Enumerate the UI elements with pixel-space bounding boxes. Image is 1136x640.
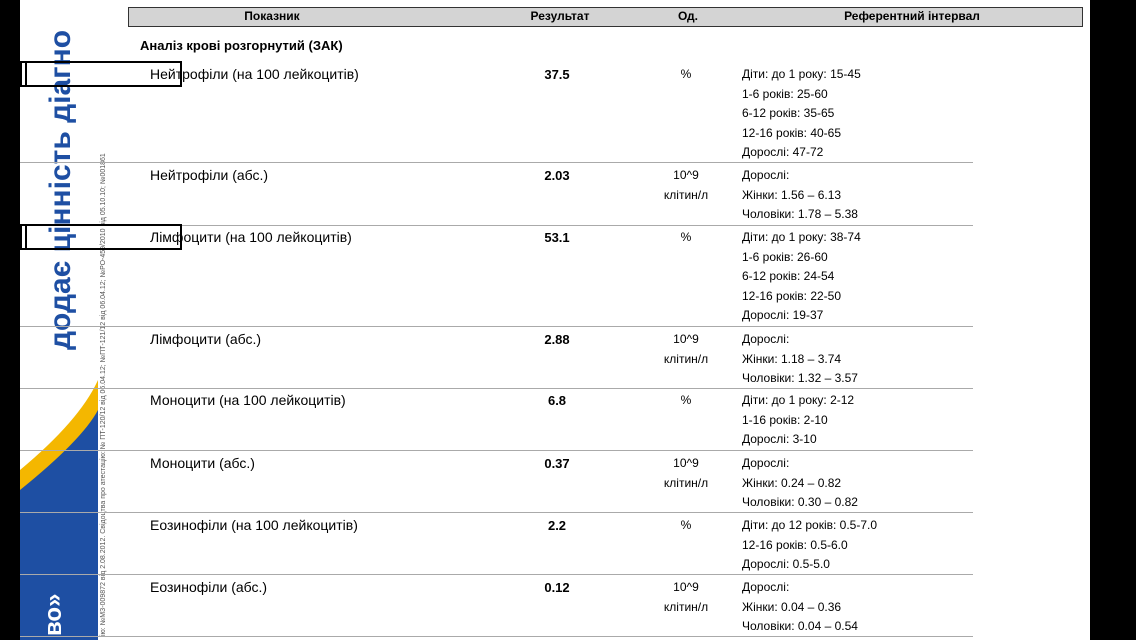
- unit: %: [680, 230, 692, 244]
- row-separator: [20, 388, 973, 389]
- reference-line: Дорослі: 3-10: [742, 432, 817, 446]
- reference-line: Дорослі:: [742, 456, 790, 470]
- reference-line: Чоловіки: 1.32 – 3.57: [742, 371, 858, 385]
- unit: %: [680, 393, 692, 407]
- reference-line: Чоловіки: 0.30 – 0.82: [742, 495, 858, 509]
- reference-line: 1-16 років: 2-10: [742, 412, 828, 427]
- header-cell: Результат: [530, 9, 590, 23]
- parameter-name: Моноцити (абс.): [150, 455, 255, 471]
- reference-line: Дорослі:: [742, 332, 790, 346]
- unit: 10^9: [673, 580, 699, 594]
- result-highlight-box: [20, 61, 182, 87]
- reference-line: 6-12 років: 24-54: [742, 269, 835, 283]
- parameter-name: Лімфоцити (на 100 лейкоцитів): [150, 229, 352, 245]
- reference-line: Діти: до 1 року: 38-74: [742, 230, 861, 244]
- result-value: 6.8: [547, 393, 567, 408]
- result-value: 53.1: [544, 230, 570, 245]
- row-separator: [20, 326, 973, 327]
- row-separator: [20, 512, 973, 513]
- parameter-name: Лімфоцити (абс.): [150, 331, 262, 347]
- reference-line: Жінки: 0.24 – 0.82: [742, 475, 842, 490]
- header-cell: Од.: [678, 9, 698, 23]
- reference-line: 1-6 років: 26-60: [742, 249, 828, 264]
- reference-line: Жінки: 0.04 – 0.36: [742, 599, 842, 614]
- reference-line: Чоловіки: 1.78 – 5.38: [742, 207, 858, 221]
- sidebar-brand: во»: [40, 593, 67, 636]
- unit: %: [680, 518, 692, 532]
- row-separator: [20, 450, 973, 451]
- reference-line: Жінки: 1.18 – 3.74: [742, 351, 842, 366]
- reference-line: Діти: до 1 року: 2-12: [742, 393, 855, 407]
- header-cell: Референтний інтервал: [844, 9, 980, 23]
- unit: 10^9: [673, 332, 699, 346]
- section-title: Аналіз крові розгорнутий (ЗАК): [140, 38, 343, 53]
- unit: клітин/л: [663, 476, 709, 490]
- parameter-name: Еозинофіли (на 100 лейкоцитів): [150, 517, 358, 533]
- reference-line: 12-16 років: 22-50: [742, 288, 842, 303]
- unit: 10^9: [673, 168, 699, 182]
- row-separator: [20, 636, 973, 637]
- result-highlight-box: [20, 224, 182, 250]
- unit: клітин/л: [663, 600, 709, 614]
- unit: клітин/л: [663, 352, 709, 366]
- reference-line: Діти: до 1 року: 15-45: [742, 67, 861, 81]
- reference-line: Дорослі:: [742, 580, 790, 594]
- row-separator: [20, 162, 973, 163]
- parameter-name: Еозинофіли (абс.): [150, 579, 268, 595]
- reference-line: 6-12 років: 35-65: [742, 106, 835, 120]
- reference-line: Жінки: 1.56 – 6.13: [742, 187, 842, 202]
- unit: 10^9: [673, 456, 699, 470]
- reference-line: Дорослі: 47-72: [742, 145, 824, 159]
- row-separator: [20, 574, 973, 575]
- unit: %: [680, 67, 692, 81]
- reference-line: Діти: до 12 років: 0.5-7.0: [742, 518, 878, 532]
- sidebar-panel: [20, 410, 98, 640]
- reference-line: Дорослі: 19-37: [742, 308, 824, 322]
- reference-line: Чоловіки: 0.04 – 0.54: [742, 619, 858, 633]
- reference-line: 1-6 років: 25-60: [742, 86, 828, 101]
- unit: клітин/л: [663, 188, 709, 202]
- parameter-name: Нейтрофіли (на 100 лейкоцитів): [150, 66, 359, 82]
- parameter-name: Моноцити (на 100 лейкоцитів): [150, 392, 346, 408]
- result-value: 37.5: [544, 67, 570, 82]
- header-cell: Показник: [244, 9, 300, 23]
- document: додає цінність діагно во» ію: №МЗ-009872…: [20, 0, 1090, 640]
- sidebar: [20, 380, 98, 640]
- reference-line: 12-16 років: 40-65: [742, 125, 842, 140]
- result-value: 2.03: [544, 168, 570, 183]
- row-separator: [20, 225, 973, 226]
- result-value: 0.37: [544, 456, 570, 471]
- reference-line: 12-16 років: 0.5-6.0: [742, 537, 848, 552]
- reference-line: Дорослі:: [742, 168, 790, 182]
- result-value: 2.88: [544, 332, 570, 347]
- parameter-name: Нейтрофіли (абс.): [150, 167, 269, 183]
- result-value: 0.12: [544, 580, 570, 595]
- result-value: 2.2: [547, 518, 567, 533]
- reference-line: Дорослі: 0.5-5.0: [742, 557, 830, 571]
- table-header: [128, 7, 1083, 27]
